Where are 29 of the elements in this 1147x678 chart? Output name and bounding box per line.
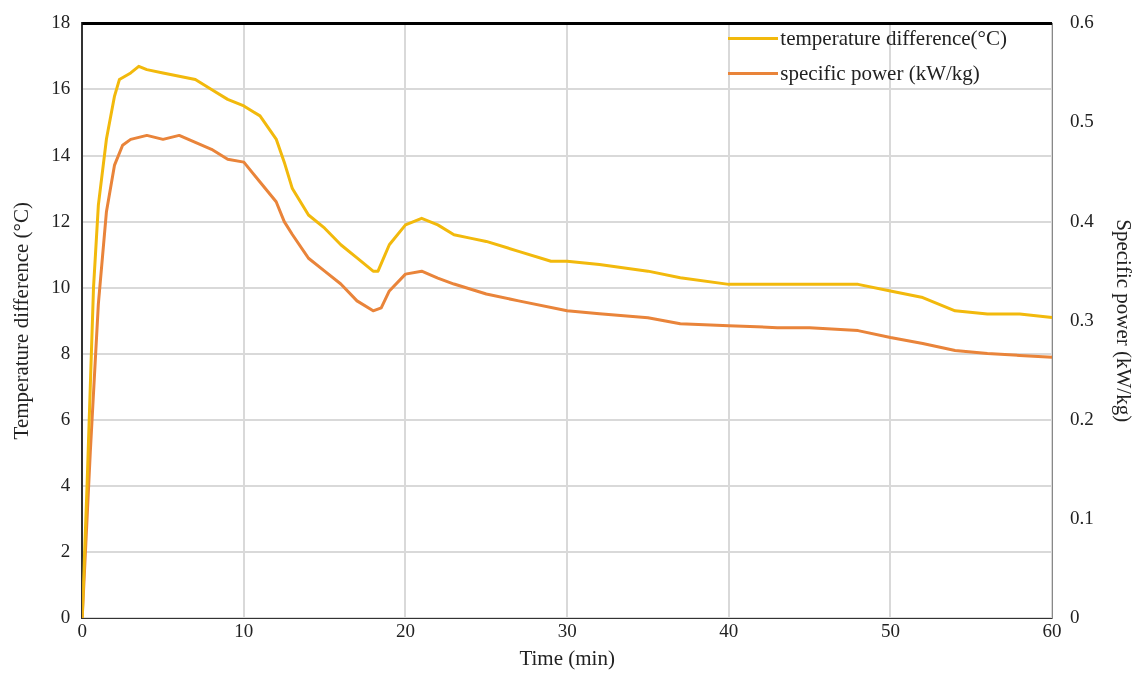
- x-tick-label: 40: [719, 620, 739, 642]
- x-tick-label: 10: [234, 620, 254, 642]
- y2-tick-label: 0.4: [1070, 209, 1095, 231]
- y-tick-label: 16: [51, 77, 71, 99]
- y2-tick-label: 0: [1070, 605, 1080, 627]
- y2-axis-title: Specific power (kW/kg): [1111, 219, 1136, 423]
- x-tick-label: 0: [77, 620, 87, 642]
- y-tick-label: 4: [60, 473, 71, 495]
- y2-tick-label: 0.5: [1070, 110, 1094, 132]
- y-tick-label: 8: [60, 341, 71, 363]
- x-tick-label: 50: [880, 620, 900, 642]
- y2-tick-label: 0.1: [1070, 506, 1094, 528]
- x-tick-label: 60: [1042, 620, 1062, 642]
- x-tick-label: 30: [557, 620, 577, 642]
- y-tick-label: 0: [60, 605, 71, 627]
- y-tick-label: 12: [51, 209, 71, 231]
- y2-tick-label: 0.3: [1070, 308, 1094, 330]
- y2-tick-label: 0.6: [1070, 11, 1094, 33]
- y-axis-title: Temperature difference (°C): [9, 201, 34, 440]
- x-tick-label: 20: [395, 620, 415, 642]
- y-tick-label: 10: [51, 275, 71, 297]
- x-axis-title: Time (min): [519, 645, 615, 670]
- y-tick-label: 18: [51, 11, 71, 33]
- legend-label: specific power (kW/kg): [780, 61, 980, 86]
- legend-label: temperature difference(°C): [780, 26, 1007, 51]
- y2-tick-label: 0.2: [1070, 407, 1094, 429]
- y-tick-label: 2: [60, 539, 71, 561]
- y-tick-label: 6: [60, 407, 71, 429]
- y-tick-label: 14: [51, 143, 71, 165]
